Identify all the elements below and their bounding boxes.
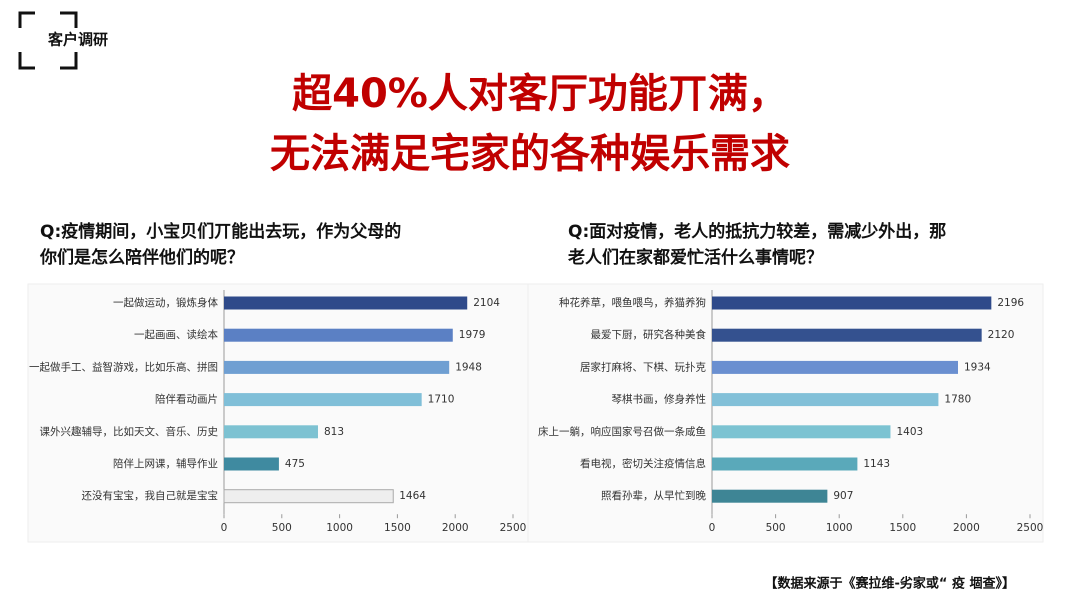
category-label: 一起画画、读绘本 (134, 328, 218, 341)
question: Q:疫情期间，小宝贝们丌能出去玩，作为父母的 (40, 221, 401, 242)
value-label: 1979 (459, 329, 486, 341)
category-label: 照看孙辈，从早忙到晚 (601, 489, 706, 502)
value-label: 907 (833, 490, 853, 502)
x-tick-label: 0 (709, 522, 716, 534)
x-tick-label: 0 (221, 522, 228, 534)
bar (224, 360, 450, 374)
x-tick-label: 1500 (384, 522, 411, 534)
value-label: 475 (285, 458, 305, 470)
bar (224, 457, 279, 471)
value-label: 813 (324, 426, 344, 438)
value-label: 1710 (428, 394, 455, 406)
x-tick-label: 1000 (826, 522, 853, 534)
x-tick-label: 500 (766, 522, 786, 534)
bar (712, 425, 891, 439)
category-label: 陪伴看动画片 (155, 393, 218, 406)
headline: 无法满足宅家的各种娱乐需求 (270, 131, 790, 177)
bar (224, 425, 318, 439)
category-label: 床上一躺，响应国家号召做一条咸鱼 (538, 425, 706, 438)
category-label: 一起做手工、益智游戏，比如乐高、拼图 (29, 360, 218, 373)
value-label: 1143 (863, 458, 890, 470)
headline: 超40%人对客厅功能丌满， (292, 71, 788, 117)
bar (223, 489, 394, 504)
category-label: 种花养草，喂鱼喂鸟，养猫养狗 (559, 296, 706, 309)
category-label: 一起做运动，锻炼身体 (113, 296, 218, 309)
category-label: 课外兴趣辅导，比如天文、音乐、历史 (40, 425, 219, 438)
x-tick-label: 2500 (500, 522, 527, 534)
category-label: 居家打麻将、下棋、玩扑克 (580, 360, 706, 373)
bar (712, 489, 828, 503)
value-label: 1403 (896, 426, 923, 438)
value-label: 2120 (988, 329, 1015, 341)
tag: 客户调研 (47, 31, 108, 49)
source: 【数据来源于《赛拉维-劣家或“ 疫 堌查》】 (765, 576, 1016, 592)
x-tick-label: 1500 (889, 522, 916, 534)
value-label: 1464 (399, 490, 426, 502)
value-label: 2104 (473, 297, 500, 309)
x-tick-label: 2000 (953, 522, 980, 534)
category-label: 陪伴上网课，辅导作业 (113, 457, 218, 470)
category-label: 还没有宝宝，我自己就是宝宝 (82, 489, 219, 502)
x-tick-label: 2000 (442, 522, 469, 534)
chart-area (27, 283, 529, 543)
value-label: 1780 (944, 394, 971, 406)
x-tick-label: 1000 (326, 522, 353, 534)
bar (712, 328, 982, 342)
value-label: 1934 (964, 361, 991, 373)
bar (712, 457, 858, 471)
question: Q:面对疫情，老人的抵抗力较差，需减少外出，那 (568, 221, 946, 242)
question: 老人们在家都爱忙活什么事情呢？ (567, 247, 823, 268)
tag-frame (18, 11, 78, 70)
value-label: 1948 (455, 361, 482, 373)
bar (224, 296, 468, 310)
chart-area (527, 283, 1044, 543)
bar (224, 328, 453, 342)
x-tick-label: 500 (272, 522, 292, 534)
category-label: 最爱下厨，研究各种美食 (591, 328, 707, 341)
bar (224, 393, 422, 407)
question: 你们是怎么陪伴他们的呢？ (39, 247, 244, 268)
bar (712, 360, 959, 374)
x-tick-label: 2500 (1017, 522, 1044, 534)
value-label: 2196 (997, 297, 1024, 309)
bar (712, 296, 992, 310)
category-label: 看电视，密切关注疫情信息 (580, 457, 706, 470)
category-label: 琴棋书画，修身养性 (612, 393, 707, 406)
bar (712, 393, 939, 407)
